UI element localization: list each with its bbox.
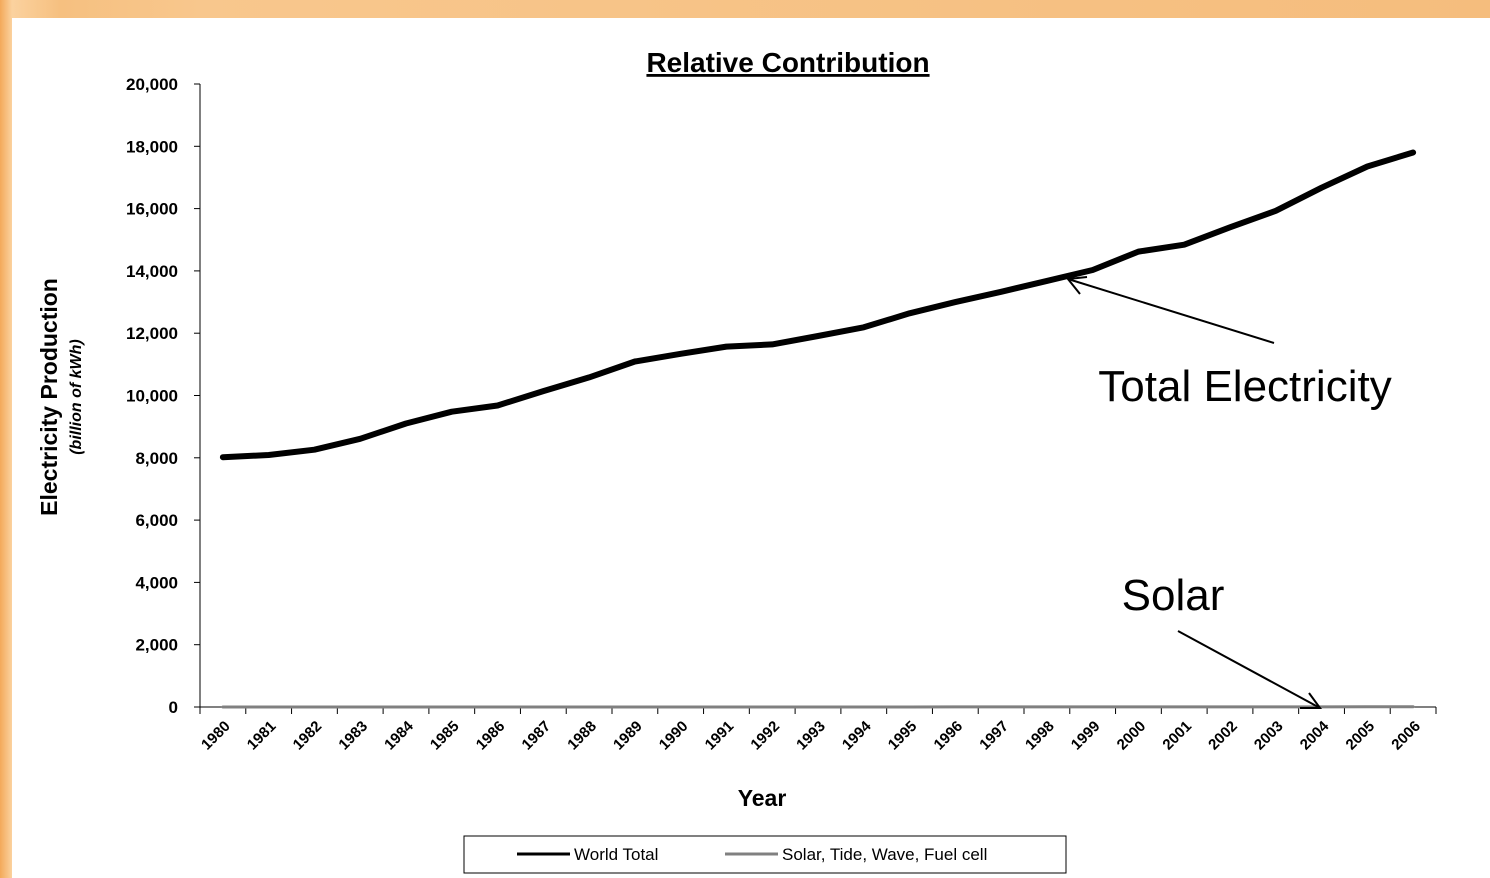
x-tick-label: 1986 [473, 718, 509, 754]
y-tick-label: 4,000 [135, 573, 178, 592]
x-tick-label: 2002 [1205, 718, 1241, 754]
annotation-solar-arrow [1177, 630, 1322, 709]
annotation-total-electricity-arrow [1066, 276, 1275, 344]
y-tick-label: 10,000 [126, 387, 178, 406]
chart-title: Relative Contribution [646, 47, 929, 78]
y-tick-label: 18,000 [126, 137, 178, 156]
legend-label-world-total: World Total [574, 845, 658, 864]
x-tick-label: 1983 [335, 718, 371, 754]
x-tick-label: 1998 [1022, 718, 1058, 754]
x-tick-label: 1989 [610, 718, 646, 754]
x-tick-label: 1993 [793, 718, 829, 754]
x-axis: 1980 1981 1982 1983 1984 1985 1986 1987 1988 1989… [198, 706, 1437, 754]
x-tick-label: 1988 [564, 718, 600, 754]
y-axis-subtitle: (billion of kWh) [68, 339, 85, 455]
legend-label-solar: Solar, Tide, Wave, Fuel cell [782, 845, 987, 864]
x-tick-label: 1987 [519, 718, 555, 754]
x-tick-label: 2005 [1343, 718, 1379, 754]
x-tick-label: 1980 [198, 718, 234, 754]
x-tick-label: 2003 [1251, 718, 1287, 754]
y-tick-label: 12,000 [126, 324, 178, 343]
x-tick-label: 2000 [1114, 718, 1150, 754]
y-axis-title: Electricity Production [36, 278, 62, 516]
x-tick-label: 2004 [1297, 717, 1333, 753]
x-tick-label: 2001 [1159, 718, 1195, 754]
series-layer [219, 149, 1417, 709]
y-tick-label: 8,000 [135, 449, 178, 468]
series-line-world-total [219, 149, 1417, 461]
x-tick-label: 1984 [381, 717, 417, 753]
y-tick-label: 14,000 [126, 262, 178, 281]
x-tick-label: 1996 [931, 718, 967, 754]
chart-area [12, 18, 1490, 878]
y-tick-label: 6,000 [135, 511, 178, 530]
x-tick-label: 1995 [885, 718, 921, 754]
x-tick-label: 1985 [427, 718, 463, 754]
annotation-total-electricity: Total Electricity [1098, 362, 1391, 411]
y-tick-label: 2,000 [135, 636, 178, 655]
y-tick-label: 20,000 [126, 75, 178, 94]
x-tick-label: 2006 [1388, 718, 1424, 754]
x-tick-label: 1991 [702, 718, 738, 754]
x-tick-label: 1999 [1068, 718, 1104, 754]
x-axis-title: Year [738, 785, 787, 811]
x-tick-label: 1981 [244, 718, 280, 754]
x-tick-label: 1994 [839, 717, 875, 753]
x-tick-label: 1992 [747, 718, 783, 754]
annotation-solar: Solar [1122, 571, 1225, 620]
y-tick-label: 16,000 [126, 200, 178, 219]
x-tick-label: 1982 [290, 718, 326, 754]
legend: World Total Solar, Tide, Wave, Fuel cell [463, 835, 1067, 874]
y-axis: 0 2,000 4,000 6,000 8,000 10,000 12,000 14,000 1… [126, 75, 201, 717]
x-tick-label: 1990 [656, 718, 692, 754]
x-tick-label: 1997 [976, 718, 1012, 754]
y-tick-label: 0 [169, 698, 178, 717]
